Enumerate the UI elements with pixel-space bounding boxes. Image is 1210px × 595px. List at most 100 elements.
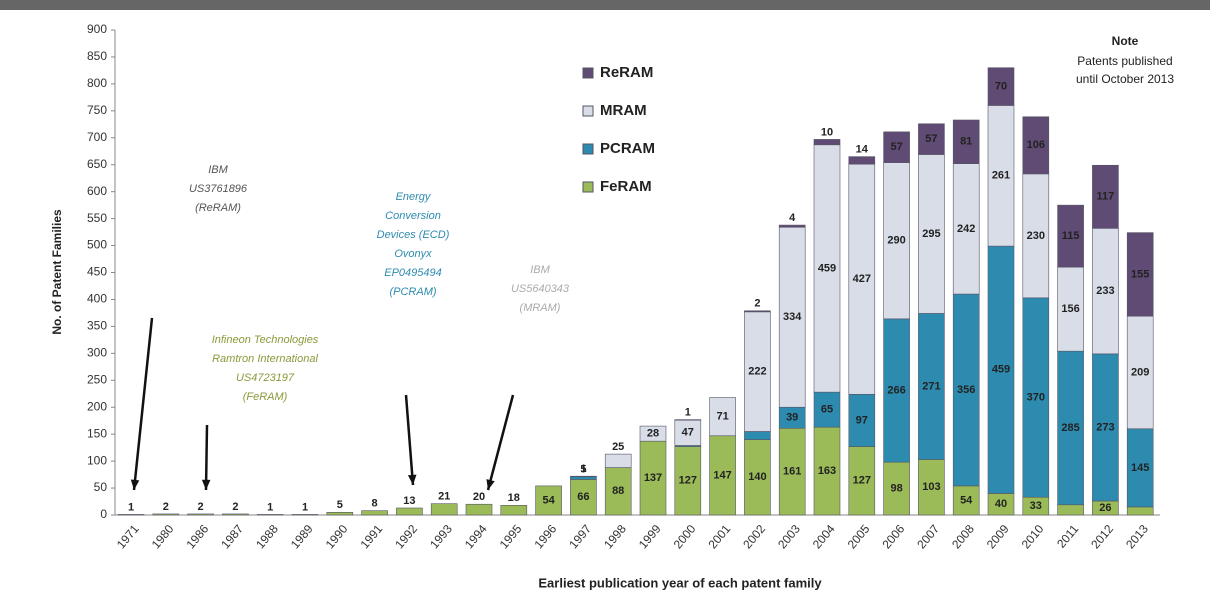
value-label: 117 (1097, 191, 1115, 203)
bar-segment (918, 313, 945, 460)
bar-segment (883, 318, 910, 463)
bar-segment (1057, 204, 1084, 268)
value-label: 1 (580, 463, 586, 475)
bar-segment (848, 393, 876, 447)
value-label: 57 (925, 133, 937, 145)
annotation: Ramtron International (212, 353, 318, 365)
x-tick-label: 2013 (1123, 522, 1151, 552)
bar-segment (778, 427, 806, 516)
annotation: US5640343 (511, 283, 570, 295)
value-label: 2 (163, 501, 169, 513)
x-tick-label: 1995 (497, 522, 525, 552)
legend-label: PCRAM (600, 140, 655, 157)
x-tick-label: 2009 (984, 522, 1012, 552)
legend-swatch (582, 143, 594, 155)
bar-segment (813, 139, 841, 146)
bar-segment (361, 510, 388, 516)
value-label: 25 (612, 441, 624, 453)
value-label: 106 (1027, 139, 1045, 151)
bar-segment (744, 431, 771, 440)
value-label: 233 (1096, 285, 1114, 297)
x-tick-label: 1997 (566, 522, 594, 552)
value-label: 71 (716, 411, 728, 423)
x-tick-label: 1992 (392, 522, 420, 552)
bar-segment (848, 446, 876, 516)
arrow (404, 394, 415, 486)
y-tick-label: 0 (100, 507, 107, 521)
value-label: 273 (1096, 421, 1114, 433)
annotation: Energy (396, 191, 432, 203)
bar-segment (1022, 116, 1050, 175)
arrow-head (130, 479, 140, 490)
y-tick-label: 900 (87, 22, 107, 36)
legend-swatch (582, 181, 594, 193)
value-label: 20 (473, 491, 485, 503)
x-tick-label: 2011 (1054, 522, 1082, 551)
x-tick-label: 1991 (357, 522, 385, 552)
arrow-head (486, 479, 495, 490)
value-label: 459 (818, 262, 836, 274)
annotation: Devices (ECD) (377, 229, 450, 241)
x-tick-label: 2006 (879, 522, 907, 552)
x-tick-label: 2004 (810, 522, 838, 552)
value-label: 2 (232, 501, 238, 513)
value-label: 1 (267, 501, 273, 513)
y-tick-label: 850 (87, 49, 107, 63)
bar-segment (570, 476, 597, 480)
x-tick-label: 2010 (1019, 522, 1047, 552)
annotation: US3761896 (189, 183, 248, 195)
bar-segment (778, 226, 806, 408)
x-tick-label: 1989 (288, 522, 316, 552)
value-label: 28 (647, 428, 659, 440)
bar-segment (1057, 350, 1084, 506)
x-tick-label: 2008 (949, 522, 977, 552)
bar-segment (744, 311, 771, 432)
value-label: 459 (992, 364, 1010, 376)
x-axis-title: Earliest publication year of each patent… (538, 575, 822, 590)
bar-segment (883, 461, 910, 516)
value-label: 127 (853, 475, 871, 487)
value-label: 26 (1099, 502, 1111, 514)
value-label: 13 (403, 495, 415, 507)
bar-segment (222, 513, 249, 516)
y-tick-label: 600 (87, 184, 107, 198)
x-tick-label: 2007 (914, 522, 942, 552)
annotation: Ovonyx (394, 248, 432, 260)
bar-segment (674, 446, 702, 516)
y-axis-title: No. of Patent Families (50, 209, 64, 335)
value-label: 209 (1131, 366, 1149, 378)
value-label: 147 (713, 469, 731, 481)
legend-swatch (582, 105, 594, 117)
value-label: 115 (1062, 230, 1080, 242)
arrow (132, 317, 154, 491)
value-label: 2 (198, 501, 204, 513)
bar-segment (813, 144, 841, 393)
bar-segment (465, 503, 493, 516)
value-label: 97 (856, 414, 868, 426)
bar-segment (848, 163, 876, 395)
value-label: 81 (960, 136, 972, 148)
bar-segment (952, 119, 980, 164)
bar-segment (813, 426, 841, 516)
top-bar (0, 0, 1210, 10)
bar-segment (535, 485, 562, 516)
annotation: (PCRAM) (389, 286, 436, 298)
value-label: 70 (995, 80, 1007, 92)
note-line: until October 2013 (1076, 72, 1174, 86)
value-label: 161 (783, 466, 801, 478)
value-label: 285 (1061, 422, 1079, 434)
bar-segment (883, 131, 910, 163)
x-tick-label: 1996 (531, 522, 559, 552)
x-tick-label: 2001 (705, 522, 733, 552)
legend-label: MRAM (600, 102, 647, 119)
value-label: 145 (1131, 462, 1149, 474)
bar-segment (396, 507, 423, 516)
value-label: 271 (922, 380, 940, 392)
value-label: 21 (438, 491, 450, 503)
x-tick-label: 2000 (671, 522, 699, 552)
value-label: 290 (887, 235, 905, 247)
value-label: 10 (821, 126, 833, 138)
bar-segment (883, 162, 910, 320)
x-tick-label: 1986 (183, 522, 211, 552)
value-label: 427 (853, 273, 871, 285)
